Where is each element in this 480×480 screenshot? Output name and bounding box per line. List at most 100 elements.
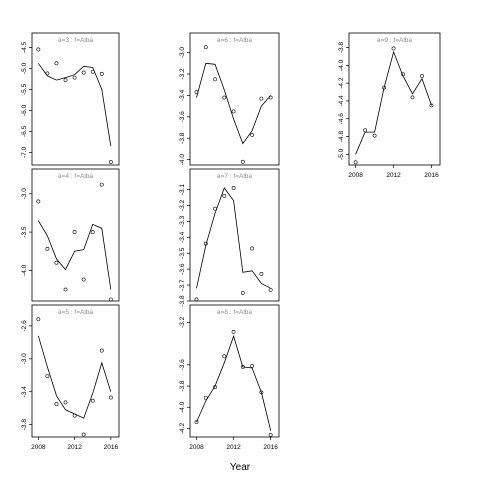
data-point xyxy=(90,230,95,234)
panel-strip-title: a=5 : f=Alba xyxy=(58,309,93,316)
data-point xyxy=(45,71,50,76)
y-tick-label: -4.2 xyxy=(338,77,345,89)
panel-frame xyxy=(31,168,120,302)
series-line xyxy=(196,187,271,289)
data-point xyxy=(54,260,59,265)
panel-strip-title: a=3 : f=Alba xyxy=(58,37,93,44)
data-point xyxy=(382,85,386,90)
y-tick-label: -4.0 xyxy=(21,264,28,276)
data-point xyxy=(410,95,415,100)
y-tick-label: -3.7 xyxy=(179,279,186,291)
y-tick-label: -3.4 xyxy=(179,231,186,243)
panel-5: a=7 : f=Alba -3.1 -3.2 -3.3 -3.4 -3.5 -3.6 -3.7… xyxy=(179,168,280,307)
y-tick-label: -5.0 xyxy=(21,62,28,74)
data-point xyxy=(268,95,273,100)
x-tick-label: 2016 xyxy=(263,444,278,451)
data-point xyxy=(108,297,113,302)
y-tick-label: -3.8 xyxy=(179,295,186,307)
y-tick-label: -4.2 xyxy=(179,423,186,435)
series-line xyxy=(37,63,112,147)
data-point xyxy=(268,432,273,437)
panel-6: a=5 : f=Alba -2.6 -3.0 -3.4 -3.8 2008 2012 2016 xyxy=(21,304,120,451)
data-point xyxy=(90,398,95,403)
data-point xyxy=(240,159,245,164)
x-tick-label: 2012 xyxy=(386,172,401,179)
data-point xyxy=(54,61,59,66)
x-tick-label: 2008 xyxy=(348,172,363,179)
panel-2: a=6 : f=Alba -3.0 -3.2 -3.4 -3.6 -3.8 -4.0 xyxy=(179,32,280,166)
y-tick-label: -3.0 xyxy=(21,353,28,365)
y-tick-label: -4.8 xyxy=(338,131,345,143)
y-tick-label: -3.2 xyxy=(179,199,186,211)
panel-frame xyxy=(31,304,120,438)
data-point xyxy=(222,194,227,198)
data-point xyxy=(213,77,217,82)
data-point xyxy=(63,287,68,292)
panel-frame xyxy=(189,32,280,166)
panel-4: a=4 : f=Alba -3.0 -3.5 -4.0 xyxy=(21,168,120,302)
data-point xyxy=(194,297,199,302)
y-tick-label: -3.4 xyxy=(179,89,186,101)
panel-strip-title: a=4 : f=Alba xyxy=(58,173,93,180)
data-point xyxy=(63,400,68,405)
series-line xyxy=(37,220,112,290)
data-point xyxy=(108,395,113,400)
panel-frame xyxy=(189,168,280,302)
data-point xyxy=(353,160,358,165)
x-tick-label: 2016 xyxy=(424,172,439,179)
data-point xyxy=(363,128,368,133)
series-line xyxy=(196,334,272,431)
data-point xyxy=(372,133,377,138)
data-point xyxy=(213,206,217,211)
x-tick-label: 2012 xyxy=(67,444,82,451)
y-tick-label: -4.5 xyxy=(21,41,28,53)
data-point xyxy=(259,390,264,395)
data-point xyxy=(420,74,424,78)
y-tick-label: -3.0 xyxy=(21,188,28,200)
data-point xyxy=(250,246,255,251)
data-point xyxy=(36,47,41,52)
x-tick-label: 2016 xyxy=(104,444,119,451)
data-point xyxy=(259,96,264,101)
data-point xyxy=(222,95,227,100)
y-tick-label: -4.6 xyxy=(338,113,345,125)
data-point xyxy=(99,348,104,353)
x-tick-label: 2008 xyxy=(189,444,204,451)
y-tick-label: -3.8 xyxy=(179,380,186,392)
y-tick-label: -2.6 xyxy=(21,320,28,332)
panel-frame xyxy=(31,32,120,166)
y-tick-label: -3.5 xyxy=(179,247,186,259)
series-line xyxy=(37,335,112,419)
data-point xyxy=(36,317,41,322)
data-point xyxy=(203,395,208,400)
data-point xyxy=(250,133,255,137)
series-line xyxy=(196,62,272,145)
data-point xyxy=(72,75,77,80)
y-tick-label: -3.8 xyxy=(21,419,28,431)
y-tick-label: -5.0 xyxy=(338,148,345,160)
y-tick-label: -6.0 xyxy=(21,104,28,116)
y-tick-label: -3.6 xyxy=(179,263,186,275)
panel-frame xyxy=(348,32,441,166)
panel-strip-title: a=7 : f=Alba xyxy=(217,173,252,180)
y-tick-label: -4.0 xyxy=(179,154,186,166)
data-point xyxy=(72,413,77,418)
panel-1: a=3 : f=Alba -4.5 -5.0 -5.5 -6.0 -6.5 -7.0 xyxy=(21,32,120,166)
data-point xyxy=(81,277,86,282)
panel-strip-title: a=8 : f=Alba xyxy=(217,309,252,316)
panel-strip-title: a=9 : f=Alba xyxy=(377,37,412,44)
y-tick-label: -3.6 xyxy=(179,111,186,123)
panel-strip-title: a=6 : f=Alba xyxy=(217,37,252,44)
y-tick-label: -3.8 xyxy=(179,132,186,144)
data-point xyxy=(231,109,236,114)
data-point xyxy=(81,70,86,75)
data-point xyxy=(401,72,405,77)
y-tick-label: -5.5 xyxy=(21,83,28,95)
y-tick-label: -6.5 xyxy=(21,125,28,137)
y-tick-label: -3.2 xyxy=(179,68,186,80)
y-tick-label: -7.0 xyxy=(21,146,28,158)
x-axis-label: Year xyxy=(230,462,251,473)
data-point xyxy=(240,291,245,295)
panel-frame xyxy=(189,304,280,438)
x-tick-label: 2008 xyxy=(31,444,46,451)
